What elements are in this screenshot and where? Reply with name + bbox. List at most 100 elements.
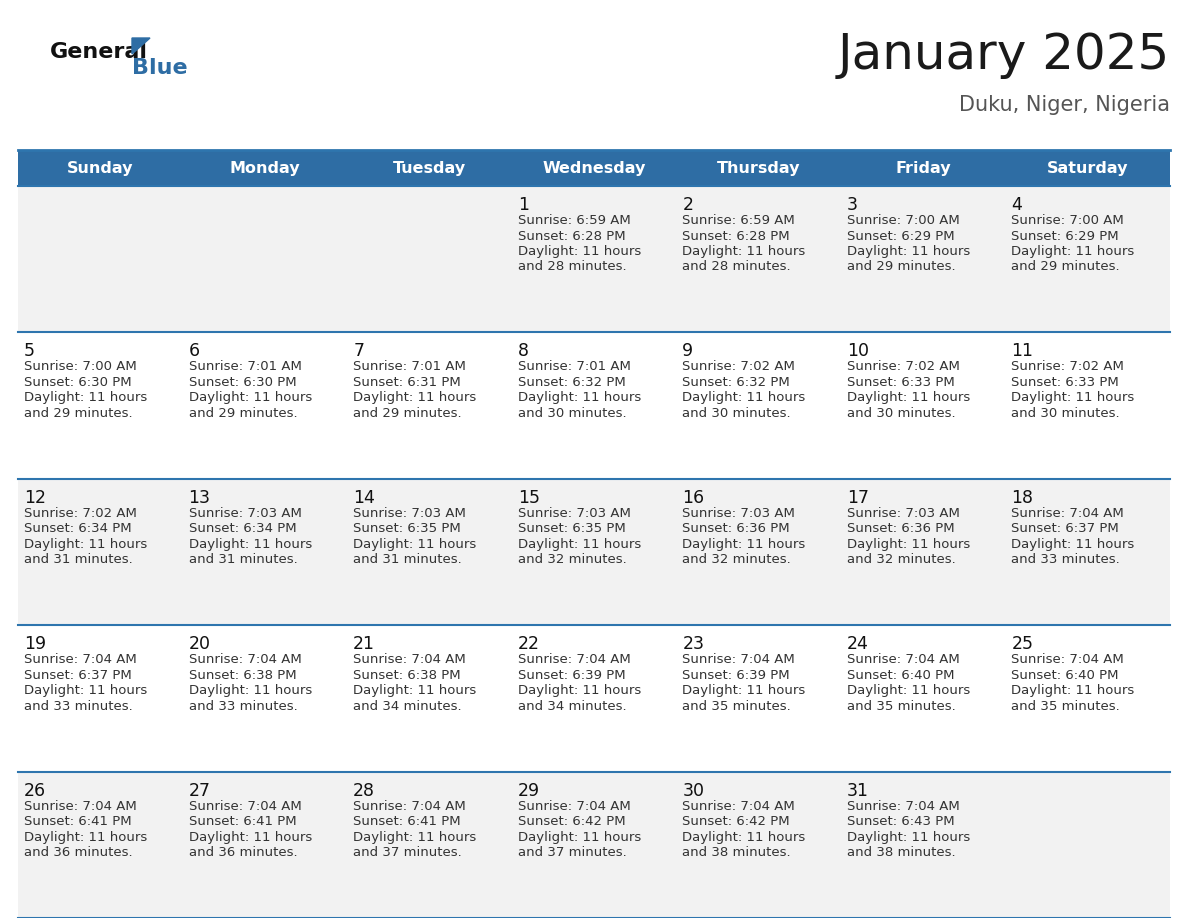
Text: Daylight: 11 hours: Daylight: 11 hours xyxy=(518,538,642,551)
Text: Sunrise: 7:04 AM: Sunrise: 7:04 AM xyxy=(24,800,137,812)
Text: Sunset: 6:34 PM: Sunset: 6:34 PM xyxy=(189,522,296,535)
Text: Sunset: 6:35 PM: Sunset: 6:35 PM xyxy=(353,522,461,535)
Text: Sunset: 6:41 PM: Sunset: 6:41 PM xyxy=(189,815,296,828)
Text: and 30 minutes.: and 30 minutes. xyxy=(682,407,791,420)
Text: Daylight: 11 hours: Daylight: 11 hours xyxy=(353,538,476,551)
Text: Sunrise: 7:04 AM: Sunrise: 7:04 AM xyxy=(353,654,466,666)
Text: and 29 minutes.: and 29 minutes. xyxy=(24,407,133,420)
Text: 21: 21 xyxy=(353,635,375,654)
Text: 18: 18 xyxy=(1011,488,1034,507)
Text: Daylight: 11 hours: Daylight: 11 hours xyxy=(682,538,805,551)
Text: 5: 5 xyxy=(24,342,34,361)
Text: and 35 minutes.: and 35 minutes. xyxy=(682,700,791,712)
Text: Sunrise: 7:01 AM: Sunrise: 7:01 AM xyxy=(518,361,631,374)
Text: 9: 9 xyxy=(682,342,694,361)
Text: Sunrise: 7:04 AM: Sunrise: 7:04 AM xyxy=(189,654,302,666)
Text: 7: 7 xyxy=(353,342,365,361)
Text: 13: 13 xyxy=(189,488,210,507)
Text: Sunrise: 6:59 AM: Sunrise: 6:59 AM xyxy=(518,214,631,227)
Text: and 37 minutes.: and 37 minutes. xyxy=(518,846,626,859)
Text: 31: 31 xyxy=(847,781,868,800)
Text: Sunset: 6:36 PM: Sunset: 6:36 PM xyxy=(847,522,954,535)
Text: Daylight: 11 hours: Daylight: 11 hours xyxy=(682,831,805,844)
Text: and 34 minutes.: and 34 minutes. xyxy=(518,700,626,712)
Text: Daylight: 11 hours: Daylight: 11 hours xyxy=(847,684,971,697)
Text: Daylight: 11 hours: Daylight: 11 hours xyxy=(189,538,311,551)
Text: 12: 12 xyxy=(24,488,46,507)
Text: Daylight: 11 hours: Daylight: 11 hours xyxy=(24,538,147,551)
Text: Daylight: 11 hours: Daylight: 11 hours xyxy=(1011,538,1135,551)
Text: and 35 minutes.: and 35 minutes. xyxy=(1011,700,1120,712)
Text: Blue: Blue xyxy=(132,58,188,78)
Text: Sunset: 6:33 PM: Sunset: 6:33 PM xyxy=(847,375,955,389)
Text: Daylight: 11 hours: Daylight: 11 hours xyxy=(24,831,147,844)
Bar xyxy=(18,332,1170,479)
Text: Sunset: 6:38 PM: Sunset: 6:38 PM xyxy=(189,668,296,682)
Text: and 30 minutes.: and 30 minutes. xyxy=(1011,407,1120,420)
Text: Sunrise: 7:03 AM: Sunrise: 7:03 AM xyxy=(682,507,795,520)
Text: 15: 15 xyxy=(518,488,539,507)
Text: Sunset: 6:42 PM: Sunset: 6:42 PM xyxy=(518,815,625,828)
Bar xyxy=(18,479,1170,625)
Text: Daylight: 11 hours: Daylight: 11 hours xyxy=(847,245,971,258)
Text: and 36 minutes.: and 36 minutes. xyxy=(189,846,297,859)
Text: Sunset: 6:29 PM: Sunset: 6:29 PM xyxy=(1011,230,1119,242)
Polygon shape xyxy=(132,38,150,54)
Text: Sunset: 6:35 PM: Sunset: 6:35 PM xyxy=(518,522,625,535)
Text: Daylight: 11 hours: Daylight: 11 hours xyxy=(518,684,642,697)
Text: and 31 minutes.: and 31 minutes. xyxy=(189,554,297,566)
Text: Daylight: 11 hours: Daylight: 11 hours xyxy=(1011,684,1135,697)
Text: Sunrise: 7:04 AM: Sunrise: 7:04 AM xyxy=(518,800,631,812)
Text: Sunset: 6:28 PM: Sunset: 6:28 PM xyxy=(518,230,625,242)
Text: and 29 minutes.: and 29 minutes. xyxy=(189,407,297,420)
Text: and 29 minutes.: and 29 minutes. xyxy=(1011,261,1120,274)
Text: and 31 minutes.: and 31 minutes. xyxy=(24,554,133,566)
Text: Sunrise: 7:02 AM: Sunrise: 7:02 AM xyxy=(847,361,960,374)
Text: Daylight: 11 hours: Daylight: 11 hours xyxy=(518,245,642,258)
Text: and 38 minutes.: and 38 minutes. xyxy=(682,846,791,859)
Text: Daylight: 11 hours: Daylight: 11 hours xyxy=(847,538,971,551)
Text: Sunset: 6:42 PM: Sunset: 6:42 PM xyxy=(682,815,790,828)
Text: 17: 17 xyxy=(847,488,868,507)
Text: Sunrise: 7:03 AM: Sunrise: 7:03 AM xyxy=(189,507,302,520)
Text: Thursday: Thursday xyxy=(716,161,801,175)
Text: Sunrise: 7:00 AM: Sunrise: 7:00 AM xyxy=(24,361,137,374)
Text: 8: 8 xyxy=(518,342,529,361)
Text: Sunset: 6:32 PM: Sunset: 6:32 PM xyxy=(682,375,790,389)
Text: Sunrise: 7:04 AM: Sunrise: 7:04 AM xyxy=(353,800,466,812)
Text: 16: 16 xyxy=(682,488,704,507)
Text: Daylight: 11 hours: Daylight: 11 hours xyxy=(24,391,147,405)
Text: and 29 minutes.: and 29 minutes. xyxy=(847,261,955,274)
Text: 4: 4 xyxy=(1011,196,1023,214)
Text: and 34 minutes.: and 34 minutes. xyxy=(353,700,462,712)
Text: and 32 minutes.: and 32 minutes. xyxy=(847,554,955,566)
Text: Daylight: 11 hours: Daylight: 11 hours xyxy=(682,391,805,405)
Text: Sunrise: 7:03 AM: Sunrise: 7:03 AM xyxy=(353,507,466,520)
Text: and 38 minutes.: and 38 minutes. xyxy=(847,846,955,859)
Text: and 33 minutes.: and 33 minutes. xyxy=(189,700,297,712)
Text: Sunrise: 7:04 AM: Sunrise: 7:04 AM xyxy=(847,800,960,812)
Text: and 29 minutes.: and 29 minutes. xyxy=(353,407,462,420)
Text: Sunday: Sunday xyxy=(67,161,133,175)
Text: 1: 1 xyxy=(518,196,529,214)
Text: 23: 23 xyxy=(682,635,704,654)
Text: Sunset: 6:39 PM: Sunset: 6:39 PM xyxy=(682,668,790,682)
Text: Sunset: 6:36 PM: Sunset: 6:36 PM xyxy=(682,522,790,535)
Bar xyxy=(18,186,1170,332)
Text: Daylight: 11 hours: Daylight: 11 hours xyxy=(1011,245,1135,258)
Text: Sunset: 6:31 PM: Sunset: 6:31 PM xyxy=(353,375,461,389)
Text: 29: 29 xyxy=(518,781,539,800)
Text: and 28 minutes.: and 28 minutes. xyxy=(682,261,791,274)
Text: 27: 27 xyxy=(189,781,210,800)
Text: January 2025: January 2025 xyxy=(838,31,1170,79)
Text: Sunrise: 7:02 AM: Sunrise: 7:02 AM xyxy=(1011,361,1124,374)
Text: Sunrise: 7:03 AM: Sunrise: 7:03 AM xyxy=(518,507,631,520)
Text: Monday: Monday xyxy=(229,161,301,175)
Bar xyxy=(18,625,1170,772)
Text: Sunrise: 7:04 AM: Sunrise: 7:04 AM xyxy=(1011,507,1124,520)
Text: Daylight: 11 hours: Daylight: 11 hours xyxy=(189,831,311,844)
Text: Daylight: 11 hours: Daylight: 11 hours xyxy=(353,684,476,697)
Text: Daylight: 11 hours: Daylight: 11 hours xyxy=(353,831,476,844)
Text: and 31 minutes.: and 31 minutes. xyxy=(353,554,462,566)
Text: and 33 minutes.: and 33 minutes. xyxy=(1011,554,1120,566)
